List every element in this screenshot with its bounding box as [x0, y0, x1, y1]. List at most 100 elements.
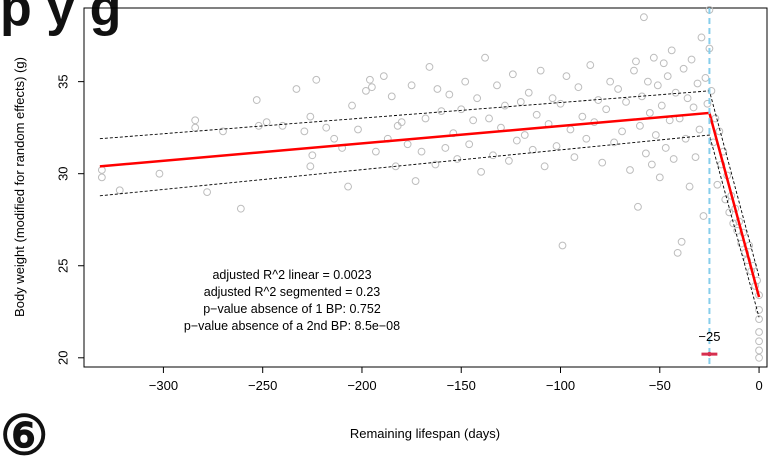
data-point	[532, 110, 541, 119]
data-point	[701, 74, 710, 82]
data-point	[691, 153, 700, 162]
data-point	[489, 151, 497, 160]
data-point	[657, 101, 666, 110]
x-tick-label: −200	[347, 378, 376, 393]
x-tick-label: −50	[649, 378, 671, 393]
data-point	[683, 94, 692, 103]
data-point	[548, 94, 557, 103]
fit-line	[99, 111, 761, 298]
data-point	[667, 46, 676, 55]
annotation-block: adjusted R^2 linear = 0.0023 adjusted R^2…	[184, 268, 400, 333]
data-point	[721, 195, 730, 204]
data-point	[411, 177, 420, 185]
data-point	[632, 57, 640, 66]
data-point	[520, 131, 529, 139]
data-point	[755, 353, 763, 362]
data-point	[481, 53, 489, 62]
data-point	[582, 134, 591, 143]
data-point	[97, 166, 106, 174]
data-point	[614, 85, 622, 93]
segmented-fit	[99, 111, 761, 298]
data-point	[661, 144, 670, 152]
data-point	[693, 79, 702, 88]
data-point	[618, 127, 626, 136]
data-point	[473, 94, 482, 103]
data-point	[445, 90, 454, 99]
data-point	[371, 147, 380, 156]
data-point	[115, 186, 124, 195]
data-point	[437, 107, 446, 115]
data-point	[191, 123, 200, 132]
data-point	[536, 66, 545, 75]
data-point	[292, 85, 301, 93]
data-point	[441, 144, 450, 152]
data-point	[677, 237, 686, 246]
data-point	[330, 134, 339, 143]
data-point	[558, 241, 567, 250]
data-point	[431, 160, 440, 169]
annotation-line: adjusted R^2 segmented = 0.23	[204, 285, 381, 299]
data-point	[469, 116, 478, 125]
annotation-line: adjusted R^2 linear = 0.0023	[212, 268, 371, 282]
data-point	[457, 105, 466, 114]
data-point	[640, 13, 648, 22]
data-point	[598, 158, 607, 167]
annotation-line: p−value absence of 1 BP: 0.752	[203, 302, 381, 316]
plot-frame	[83, 7, 768, 368]
data-point	[354, 125, 362, 134]
data-point	[755, 337, 763, 346]
axes: −300 −250 −200 −150 −100 −50 0 20 25 30 35	[55, 74, 762, 393]
data-point	[97, 173, 106, 182]
data-point	[556, 99, 565, 108]
data-point	[663, 72, 672, 81]
data-point	[725, 208, 734, 217]
data-points	[97, 5, 763, 362]
data-point	[649, 53, 658, 62]
data-point	[348, 101, 356, 110]
cut-off-heading-fragment: p y g	[0, 0, 122, 37]
data-point	[602, 105, 611, 114]
data-point	[655, 173, 664, 182]
y-tick-label: 25	[55, 259, 70, 273]
data-point	[155, 169, 164, 178]
x-tick-label: −100	[546, 378, 575, 393]
data-point	[407, 81, 416, 90]
data-point	[300, 127, 309, 136]
data-point	[493, 81, 501, 90]
data-point	[673, 248, 682, 257]
data-point	[695, 125, 704, 134]
data-point	[344, 182, 352, 191]
ci-upper-line	[99, 90, 760, 277]
data-point	[699, 212, 708, 220]
data-point	[659, 59, 668, 68]
cut-off-caption-fragment: ⑥	[0, 406, 49, 466]
ci-lower-line	[99, 134, 760, 318]
data-point	[516, 97, 525, 106]
data-point	[703, 99, 712, 108]
data-point	[262, 118, 271, 127]
x-tick-label: −150	[447, 378, 476, 393]
data-point	[362, 86, 370, 95]
data-point	[397, 118, 406, 127]
data-point	[308, 151, 317, 160]
data-point	[755, 328, 763, 336]
data-point	[562, 72, 571, 81]
data-point	[512, 136, 521, 145]
data-point	[306, 162, 315, 171]
data-point	[501, 101, 509, 110]
data-point	[366, 75, 374, 84]
y-tick-label: 30	[55, 166, 70, 180]
x-axis-label: Remaining lifespan (days)	[350, 426, 500, 441]
data-point	[715, 127, 724, 136]
data-point	[679, 64, 688, 73]
data-point	[465, 140, 474, 149]
data-point	[540, 162, 549, 171]
data-point	[504, 156, 513, 165]
data-point	[421, 114, 430, 123]
data-point	[643, 77, 652, 86]
data-point	[485, 114, 493, 123]
chart: −25 −300 −250 −200 −150 −100 −50 0 20 25 30 35 adj…	[12, 5, 768, 441]
data-point	[403, 140, 412, 149]
data-point	[645, 109, 654, 117]
